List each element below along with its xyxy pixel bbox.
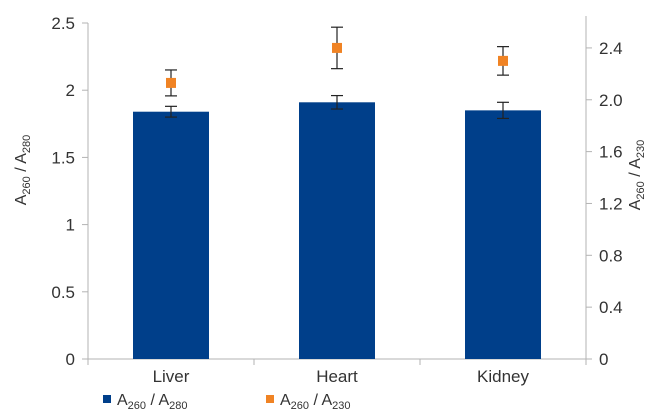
legend-text-sub: 280: [169, 400, 188, 413]
y2-tick-label: 0.8: [599, 246, 623, 265]
legend-text-sub: 260: [290, 400, 310, 413]
legend-item-a260-a230: A260 / A230: [266, 392, 351, 412]
y-tick-label: 1: [66, 216, 75, 235]
y-tick-label: 0.5: [51, 283, 75, 302]
legend-text-sub: 260: [127, 400, 147, 413]
y-tick-label: 2: [66, 81, 75, 100]
y2-axis-label: A260 / A230: [627, 140, 647, 211]
legend-swatch-marker: [266, 395, 274, 403]
y-tick-label: 0: [66, 350, 75, 369]
axes: 0 0.5 1 1.5 2 2.5 0 0.4 0.8 1.2 1.6 2.0 2.4 Liver Hear…: [51, 14, 622, 386]
y-tick-label: 2.5: [51, 14, 75, 33]
y2-tick-label: 0: [599, 350, 608, 369]
y-tick-label: 1.5: [51, 148, 75, 167]
x-tick-label: Heart: [316, 367, 358, 386]
bars: [133, 94, 541, 360]
y2-tick-label: 2.0: [599, 91, 623, 110]
y-axis-label: A260 / A280: [13, 135, 33, 206]
markers: [165, 26, 509, 97]
bar: [133, 111, 209, 359]
x-tick-label: Liver: [153, 367, 190, 386]
legend-swatch-bar: [103, 395, 111, 403]
marker-point: [166, 77, 176, 88]
legend-text-sep: / A: [146, 392, 170, 409]
y2-tick-label: 1.6: [599, 143, 623, 162]
bar: [299, 102, 375, 360]
legend-text-sub: 230: [332, 400, 351, 413]
y2-tick-label: 0.4: [599, 298, 623, 317]
y2-tick-label: 2.4: [599, 39, 623, 58]
axis-labels: A260 / A280 A260 / A230: [13, 135, 647, 211]
y2-tick-label: 1.2: [599, 194, 623, 213]
marker-point: [498, 55, 508, 66]
marker-point: [332, 42, 342, 53]
x-tick-label: Kidney: [477, 367, 529, 386]
legend-item-a260-a280: A260 / A280: [103, 392, 188, 412]
bar: [465, 110, 541, 359]
legend-text-main: A: [117, 392, 128, 409]
legend-text-sep: / A: [309, 392, 333, 409]
legend-text-main: A: [280, 392, 291, 409]
